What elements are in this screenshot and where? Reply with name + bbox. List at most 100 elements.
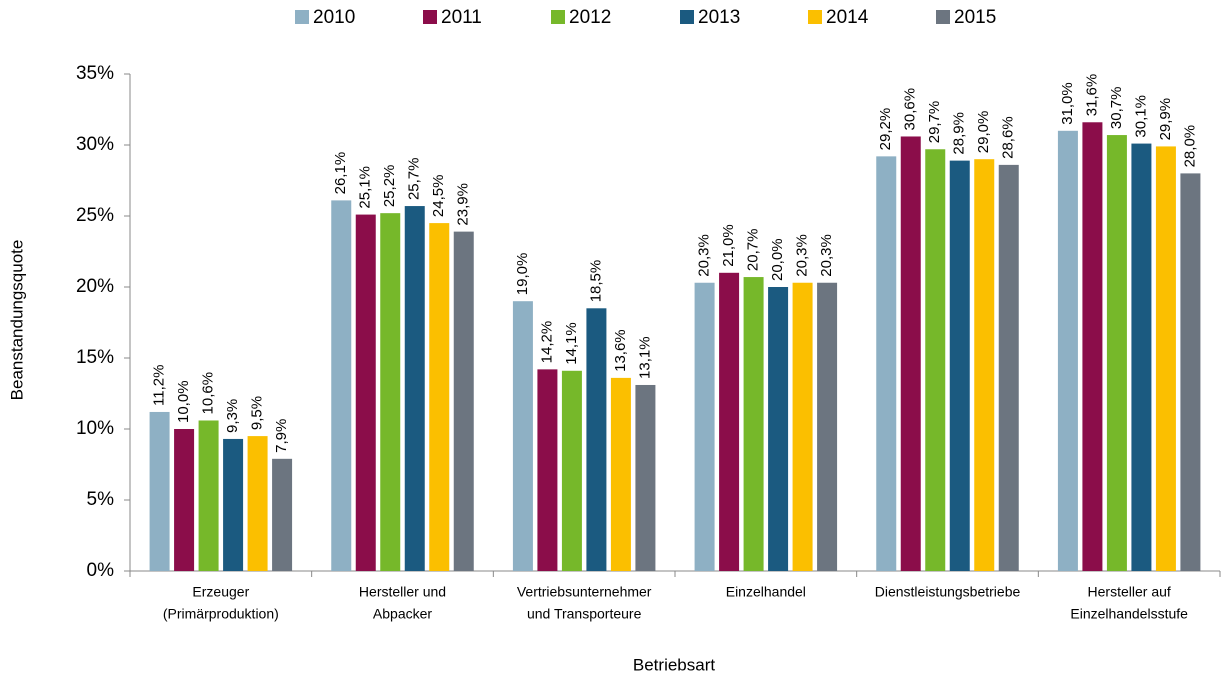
value-label: 25,2% <box>381 165 398 208</box>
value-label: 29,9% <box>1157 98 1174 141</box>
value-label: 29,0% <box>975 111 992 154</box>
bar <box>380 213 401 571</box>
x-tick-label: und Transporteure <box>527 606 642 622</box>
bar <box>900 136 921 572</box>
bar <box>1131 143 1152 571</box>
bar <box>792 282 813 571</box>
bar <box>223 438 244 571</box>
bar <box>198 420 219 571</box>
value-label: 10,6% <box>200 372 217 415</box>
bar <box>355 214 376 571</box>
bar <box>610 377 631 571</box>
y-tick-label: 20% <box>76 276 114 297</box>
x-tick-label: Erzeuger <box>192 584 249 600</box>
value-label: 30,7% <box>1108 87 1125 130</box>
bar <box>1057 130 1078 572</box>
legend-swatch <box>295 10 309 24</box>
value-label: 20,0% <box>769 238 786 281</box>
bar <box>974 159 995 571</box>
bar <box>768 287 789 571</box>
legend-label: 2015 <box>954 7 996 28</box>
bar <box>586 308 607 571</box>
value-label: 9,3% <box>224 399 241 433</box>
legend-swatch <box>808 10 822 24</box>
value-label: 28,6% <box>1000 116 1017 159</box>
x-tick-label: Dienstleistungsbetriebe <box>875 584 1021 600</box>
value-label: 14,1% <box>563 322 580 365</box>
bar <box>512 301 533 571</box>
value-label: 20,3% <box>794 234 811 277</box>
legend-label: 2010 <box>313 7 355 28</box>
bar <box>876 156 897 572</box>
x-tick-label: Abpacker <box>373 606 432 622</box>
value-label: 29,2% <box>877 108 894 151</box>
bar <box>149 411 170 571</box>
bar <box>817 282 838 571</box>
legend-swatch <box>680 10 694 24</box>
value-label: 25,7% <box>406 158 423 201</box>
value-label: 30,1% <box>1132 95 1149 138</box>
value-label: 9,5% <box>249 396 266 430</box>
legend-swatch <box>936 10 950 24</box>
x-axis-label: Betriebsart <box>633 655 715 674</box>
legend-swatch <box>551 10 565 24</box>
bar <box>743 277 764 571</box>
legend-label: 2014 <box>826 7 869 28</box>
x-tick-label: Hersteller auf <box>1088 584 1171 600</box>
value-label: 31,0% <box>1059 82 1076 125</box>
value-label: 29,7% <box>926 101 943 144</box>
bar <box>561 370 582 571</box>
bar <box>247 436 268 571</box>
value-label: 31,6% <box>1083 74 1100 117</box>
x-tick-label: (Primärproduktion) <box>163 606 279 622</box>
x-tick-label: Hersteller und <box>359 584 446 600</box>
legend-label: 2012 <box>569 7 611 28</box>
y-tick-label: 0% <box>87 560 115 581</box>
legend-label: 2013 <box>698 7 740 28</box>
bar <box>174 429 195 571</box>
y-tick-label: 10% <box>76 418 114 439</box>
legend-label: 2011 <box>441 7 482 28</box>
value-label: 14,2% <box>538 321 555 364</box>
value-label: 23,9% <box>455 183 472 226</box>
value-label: 25,1% <box>357 166 374 209</box>
value-label: 20,3% <box>818 234 835 277</box>
value-label: 30,6% <box>902 88 919 131</box>
value-label: 13,6% <box>612 329 629 372</box>
bar <box>272 458 293 571</box>
bar <box>1082 122 1103 571</box>
value-label: 24,5% <box>430 175 447 218</box>
value-label: 7,9% <box>273 419 290 453</box>
x-tick-label: Einzelhandel <box>726 584 806 600</box>
bar <box>949 160 970 571</box>
y-tick-label: 30% <box>76 134 114 155</box>
y-tick-label: 15% <box>76 347 114 368</box>
value-label: 13,1% <box>636 336 653 379</box>
bar <box>694 282 715 571</box>
value-label: 20,7% <box>745 229 762 272</box>
bar <box>453 231 474 571</box>
bar <box>1180 173 1201 571</box>
value-label: 20,3% <box>696 234 713 277</box>
value-label: 19,0% <box>514 253 531 296</box>
y-axis-label: Beanstandungsquote <box>7 240 26 401</box>
y-tick-label: 35% <box>76 63 114 84</box>
value-label: 26,1% <box>332 152 349 195</box>
x-tick-label: Einzelhandelsstufe <box>1070 606 1188 622</box>
bar <box>998 164 1019 571</box>
bar <box>719 272 740 571</box>
bar <box>1106 135 1127 571</box>
value-label: 28,9% <box>951 112 968 155</box>
x-tick-label: Vertriebsunternehmer <box>517 584 652 600</box>
y-tick-label: 5% <box>87 489 115 510</box>
bar <box>1155 146 1176 572</box>
y-tick-label: 25% <box>76 205 114 226</box>
bar <box>331 200 352 571</box>
bar <box>925 149 946 571</box>
value-label: 21,0% <box>720 224 737 267</box>
value-label: 18,5% <box>587 260 604 303</box>
value-label: 11,2% <box>151 365 168 406</box>
bar <box>429 223 450 571</box>
bar <box>635 384 656 571</box>
